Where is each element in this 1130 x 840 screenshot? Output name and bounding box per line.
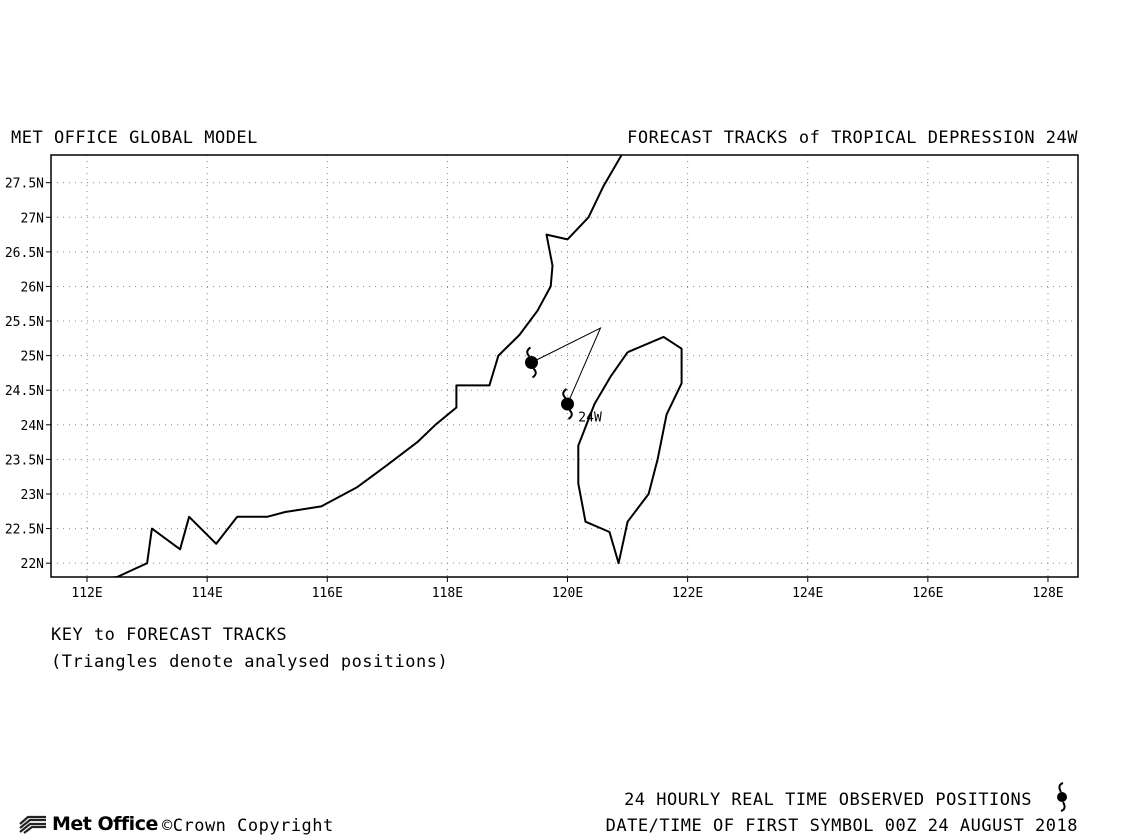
observed-positions-label: 24 HOURLY REAL TIME OBSERVED POSITIONS xyxy=(624,790,1032,810)
map-frame xyxy=(50,154,1079,578)
lon-tick-label: 122E xyxy=(672,586,703,601)
lat-tick-label: 27N xyxy=(21,211,44,226)
met-office-waves-icon xyxy=(19,815,46,834)
chart-title: FORECAST TRACKS of TROPICAL DEPRESSION 2… xyxy=(627,128,1078,148)
lat-tick-label: 23N xyxy=(21,488,44,503)
lat-tick-label: 22.5N xyxy=(5,523,44,538)
lat-tick-label: 27.5N xyxy=(5,177,44,192)
met-office-logo: Met Office xyxy=(18,813,158,835)
lat-tick-label: 24N xyxy=(21,419,44,434)
lon-tick-label: 116E xyxy=(312,586,343,601)
hurricane-symbol-icon xyxy=(1057,782,1067,812)
grid-lines xyxy=(51,155,1078,577)
forecast-track-line xyxy=(531,326,602,405)
forecast-tracks: 24W xyxy=(525,326,602,425)
copyright-text: ©Crown Copyright xyxy=(162,816,334,836)
taiwan-coastline xyxy=(577,335,683,565)
lat-tick-label: 22N xyxy=(21,557,44,572)
model-title: MET OFFICE GLOBAL MODEL xyxy=(11,128,258,148)
lat-tick-label: 25.5N xyxy=(5,315,44,330)
lat-tick-label: 23.5N xyxy=(5,453,44,468)
lon-tick-label: 124E xyxy=(792,586,823,601)
lat-tick-label: 26N xyxy=(21,280,44,295)
storm-symbol-icon xyxy=(561,388,574,420)
coastlines xyxy=(106,155,683,577)
lat-tick-label: 26.5N xyxy=(5,246,44,261)
lon-tick-label: 112E xyxy=(71,586,102,601)
met-office-logo-text: Met Office xyxy=(52,813,158,835)
axis-ticks: 112E 114E 116E 118E 120E 122E 124E 126E 128E 22N 2… xyxy=(5,177,1064,601)
key-title: KEY to FORECAST TRACKS xyxy=(51,625,288,645)
mainland-coastline xyxy=(106,155,623,577)
key-note: (Triangles denote analysed positions) xyxy=(51,652,449,672)
lon-tick-label: 118E xyxy=(432,586,463,601)
lon-tick-label: 114E xyxy=(191,586,222,601)
lon-tick-label: 120E xyxy=(552,586,583,601)
first-symbol-date-label: DATE/TIME OF FIRST SYMBOL 00Z 24 AUGUST … xyxy=(605,816,1078,836)
lon-tick-label: 126E xyxy=(912,586,943,601)
storm-label: 24W xyxy=(578,410,602,425)
storm-symbol-icon xyxy=(525,346,538,379)
lon-tick-label: 128E xyxy=(1032,586,1063,601)
lat-tick-label: 25N xyxy=(21,350,44,365)
lat-tick-label: 24.5N xyxy=(5,384,44,399)
